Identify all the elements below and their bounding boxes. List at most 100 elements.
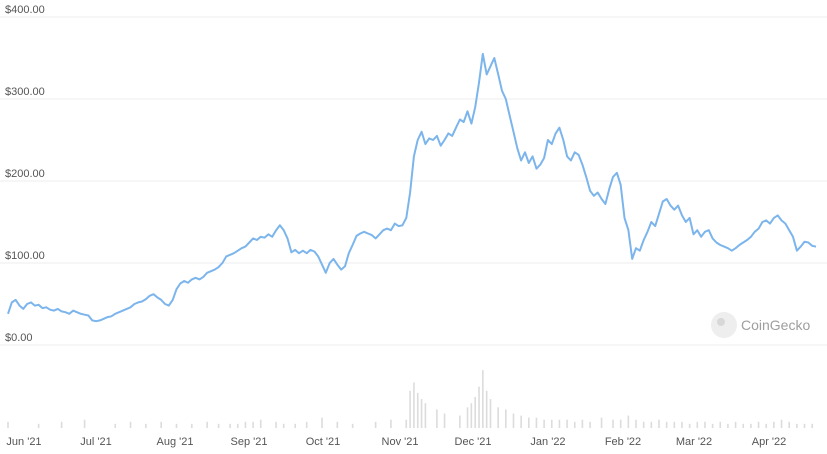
- volume-bar: [413, 382, 415, 428]
- x-tick-label: Feb '22: [605, 436, 641, 448]
- volume-bar: [206, 421, 208, 428]
- volume-bar: [727, 423, 729, 428]
- volume-bar: [535, 417, 538, 428]
- volume-bar: [275, 421, 277, 428]
- volume-bar: [436, 409, 438, 428]
- y-tick-label: $300.00: [5, 86, 45, 98]
- volume-bar: [642, 421, 645, 428]
- volume-bar: [627, 415, 630, 428]
- volume-bar: [424, 403, 427, 428]
- volume-bar: [566, 419, 568, 428]
- volume-bar: [374, 421, 377, 428]
- x-tick-label: Dec '21: [455, 436, 492, 448]
- volume-bar: [466, 407, 469, 428]
- volume-bar: [711, 423, 714, 428]
- y-tick-label: $200.00: [5, 168, 45, 180]
- volume-bar: [114, 423, 117, 428]
- volume-bar: [658, 419, 660, 428]
- volume-bar: [321, 417, 323, 428]
- volume-bar: [7, 421, 9, 428]
- volume-bar: [390, 419, 392, 428]
- volume-bar: [520, 415, 522, 428]
- x-tick-label: Jun '21: [6, 436, 41, 448]
- volume-bar: [83, 419, 86, 428]
- volume-bar: [405, 419, 408, 428]
- volume-bar: [550, 419, 553, 428]
- coingecko-watermark: CoinGecko: [711, 312, 810, 338]
- volume-bar: [673, 421, 676, 428]
- x-tick-label: Apr '22: [752, 436, 787, 448]
- volume-bar: [482, 370, 484, 428]
- volume-bar: [773, 421, 775, 428]
- volume-bar: [191, 423, 193, 428]
- volume-bar: [252, 421, 254, 428]
- volume-bar: [175, 423, 178, 428]
- y-tick-label: $100.00: [5, 250, 45, 262]
- x-tick-label: Jan '22: [530, 436, 565, 448]
- volume-bar: [282, 423, 285, 428]
- volume-bar: [765, 423, 768, 428]
- volume-bar: [688, 423, 691, 428]
- watermark-label: CoinGecko: [741, 317, 810, 333]
- x-tick-label: Oct '21: [306, 436, 341, 448]
- gridlines: [0, 16, 827, 346]
- volume-bar: [160, 421, 162, 428]
- volume-bar: [474, 397, 476, 428]
- volume-bar: [470, 403, 473, 428]
- x-tick-label: Aug '21: [157, 436, 194, 448]
- volume-bar: [294, 423, 297, 428]
- y-axis-ticks: $400.00 $300.00 $200.00 $100.00 $0.00: [5, 4, 45, 344]
- volume-bar: [696, 421, 699, 428]
- volume-bar: [409, 390, 411, 428]
- volume-bar: [665, 421, 668, 428]
- x-tick-label: Nov '21: [382, 436, 419, 448]
- volume-bar: [788, 421, 790, 428]
- volume-bar: [543, 419, 545, 428]
- volume-bar: [443, 413, 446, 428]
- volume-bar: [558, 419, 561, 428]
- volume-bar: [244, 421, 247, 428]
- volume-bar: [589, 421, 591, 428]
- volume-bar: [512, 413, 515, 428]
- volume-bar: [600, 417, 603, 428]
- price-series-line: [7, 52, 817, 323]
- volume-bar: [780, 419, 783, 428]
- volume-bar: [650, 421, 653, 428]
- coingecko-logo-eye: [717, 318, 725, 326]
- y-tick-label: $0.00: [5, 332, 33, 344]
- volume-bar: [259, 419, 262, 428]
- volume-bar: [796, 423, 798, 428]
- volume-bar: [217, 423, 220, 428]
- volume-bar: [229, 423, 231, 428]
- volume-bar: [145, 423, 147, 428]
- volume-bar: [478, 386, 480, 428]
- x-axis-ticks: Jun '21 Jul '21 Aug '21 Sep '21 Oct '21 Nov '…: [6, 436, 786, 448]
- volume-bar: [485, 390, 488, 428]
- volume-bar: [489, 399, 492, 428]
- volume-bar: [612, 419, 614, 428]
- volume-bar: [757, 421, 760, 428]
- x-tick-label: Jul '21: [80, 436, 111, 448]
- volume-bars: [7, 370, 813, 428]
- volume-bar: [681, 421, 683, 428]
- volume-bar: [37, 423, 40, 428]
- volume-bar: [581, 419, 584, 428]
- volume-bar: [635, 419, 637, 428]
- volume-bar: [351, 423, 354, 428]
- volume-bar: [305, 421, 308, 428]
- y-tick-label: $400.00: [5, 4, 45, 16]
- volume-bar: [719, 421, 722, 428]
- volume-bar: [236, 423, 239, 428]
- volume-bar: [505, 409, 507, 428]
- volume-bar: [734, 421, 737, 428]
- volume-bar: [497, 407, 499, 428]
- x-tick-label: Mar '22: [676, 436, 712, 448]
- volume-bar: [742, 423, 745, 428]
- volume-bar: [129, 421, 132, 428]
- volume-bar: [750, 423, 752, 428]
- coingecko-logo-icon: [711, 312, 737, 338]
- x-tick-label: Sep '21: [231, 436, 268, 448]
- volume-bar: [336, 421, 339, 428]
- volume-bar: [420, 399, 423, 428]
